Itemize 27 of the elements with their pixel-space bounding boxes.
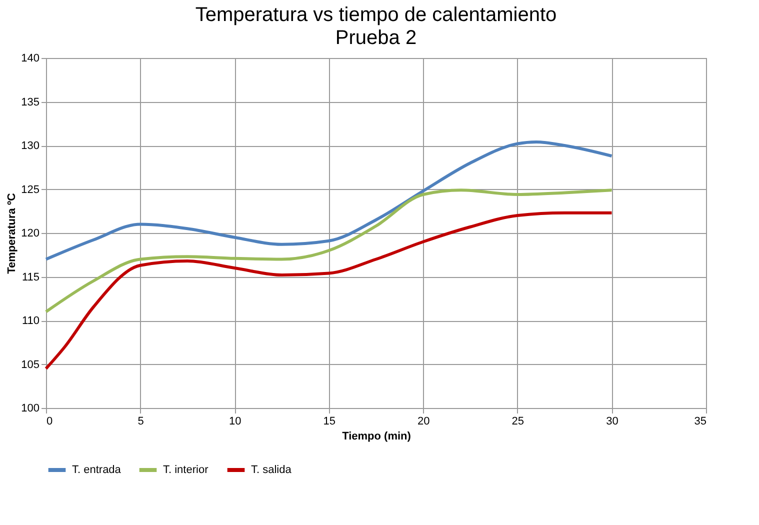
x-tick-label: 10 [228, 416, 242, 428]
y-tick-label: 135 [21, 96, 40, 108]
line-series [44, 211, 614, 370]
y-axis-title: Temperatura ºC [6, 193, 18, 274]
y-tick-label: 105 [21, 358, 40, 371]
x-tick-label: 20 [418, 416, 430, 428]
x-tick-label: 35 [694, 416, 706, 428]
y-tick-label: 100 [21, 402, 40, 414]
x-tick-label: 15 [323, 416, 336, 428]
y-tick-label: 110 [22, 315, 40, 327]
y-tick-label: 130 [21, 140, 40, 152]
x-tick-label: 5 [138, 416, 144, 428]
x-tick-label: 30 [606, 416, 618, 428]
chart-title: Temperatura vs tiempo de calentamiento [195, 4, 557, 26]
y-tick-label: 120 [21, 228, 40, 240]
y-tick-label: 115 [22, 271, 40, 284]
legend-label: T. interior [163, 464, 209, 476]
legend-label: T. entrada [72, 464, 122, 476]
chart-subtitle: Prueba 2 [335, 27, 417, 49]
line-series [44, 188, 614, 314]
y-tick-label: 125 [21, 184, 40, 196]
legend-label: T. salida [251, 464, 292, 476]
y-tick-label: 140 [21, 52, 40, 64]
line-series [44, 140, 614, 261]
x-tick-label: 0 [46, 416, 53, 428]
x-tick-label: 25 [512, 416, 524, 428]
x-axis-title: Tiempo (min) [342, 430, 412, 442]
